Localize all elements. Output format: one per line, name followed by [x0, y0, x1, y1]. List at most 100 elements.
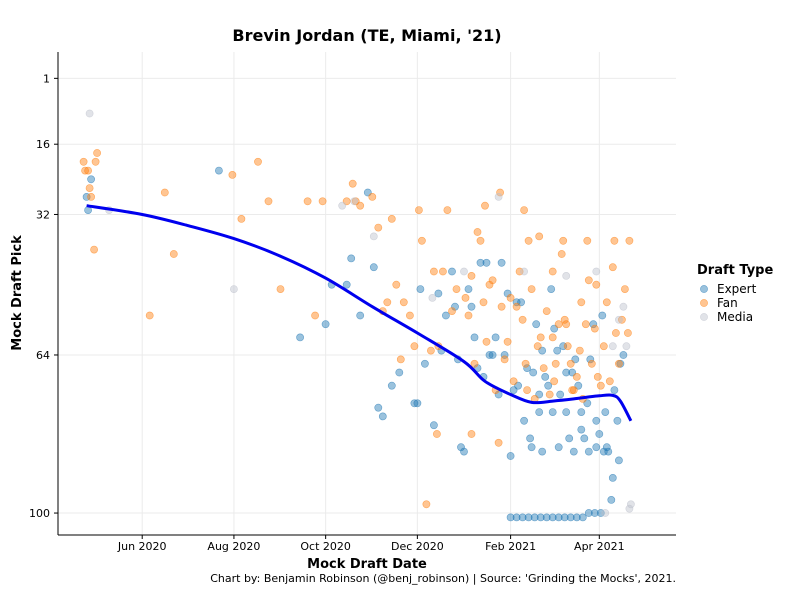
point-fan	[91, 157, 100, 166]
point-expert	[560, 513, 569, 522]
point-expert	[619, 351, 628, 359]
point-expert	[602, 443, 611, 452]
point-expert	[544, 381, 553, 390]
point-expert	[470, 333, 479, 342]
point-expert	[584, 509, 593, 517]
point-fan	[87, 192, 95, 201]
point-media	[229, 285, 238, 293]
point-expert	[592, 443, 601, 452]
y-tick-label: 16	[36, 138, 50, 151]
point-expert	[532, 320, 541, 329]
grid	[58, 52, 676, 535]
point-fan	[79, 157, 88, 166]
point-fan	[599, 342, 608, 351]
point-fan	[542, 307, 551, 315]
point-expert	[578, 513, 587, 522]
point-expert	[589, 320, 598, 329]
point-media	[625, 504, 634, 513]
point-expert	[410, 399, 419, 408]
point-fan	[443, 206, 452, 214]
point-expert	[491, 333, 500, 342]
chart-title: Brevin Jordan (TE, Miami, '21)	[232, 26, 501, 45]
point-fan	[624, 329, 632, 337]
point-media	[608, 342, 617, 351]
point-fan	[396, 355, 405, 364]
x-tick-label: Feb 2021	[485, 540, 536, 553]
trend-line	[86, 204, 633, 422]
point-fan	[590, 324, 599, 333]
point-fan	[496, 188, 504, 197]
point-fan	[625, 236, 634, 245]
legend-label-media: Media	[717, 310, 753, 324]
point-expert	[577, 408, 586, 416]
point-expert	[559, 342, 568, 351]
point-fan	[254, 157, 262, 166]
legend-label-fan: Fan	[717, 296, 738, 310]
point-expert	[524, 513, 533, 522]
point-fan	[318, 197, 327, 206]
point-fan	[572, 372, 581, 381]
point-expert	[413, 399, 422, 408]
point-fan	[557, 250, 566, 258]
point-fan	[566, 359, 575, 368]
legend-key-fan	[700, 299, 708, 307]
point-expert	[494, 390, 503, 399]
point-fan	[593, 372, 602, 381]
point-fan	[551, 359, 560, 368]
point-expert	[369, 263, 378, 272]
point-fan	[276, 285, 285, 293]
point-fan	[438, 267, 447, 276]
x-tick-label: Oct 2020	[300, 540, 351, 553]
point-expert	[476, 258, 485, 267]
point-fan	[303, 197, 312, 206]
point-fan	[562, 320, 571, 329]
point-media	[619, 302, 628, 311]
point-expert	[356, 311, 365, 320]
point-fan	[432, 430, 441, 438]
point-fan	[429, 267, 438, 276]
points-layer	[79, 109, 635, 522]
point-expert	[342, 280, 351, 289]
point-fan	[548, 267, 557, 276]
point-fan	[392, 280, 401, 289]
point-fan	[348, 179, 357, 188]
point-expert	[598, 311, 607, 320]
point-expert	[595, 430, 604, 438]
point-fan	[374, 223, 383, 232]
point-expert	[569, 447, 578, 456]
point-fan	[500, 355, 509, 364]
point-expert	[82, 192, 91, 201]
point-fan	[608, 263, 617, 272]
point-fan	[512, 302, 521, 311]
point-expert	[613, 416, 622, 425]
point-fan	[621, 285, 629, 293]
point-expert	[572, 513, 581, 522]
point-fan	[311, 311, 319, 320]
y-tick-label: 32	[36, 208, 50, 221]
point-expert	[547, 285, 556, 293]
point-expert	[590, 509, 599, 517]
point-fan	[563, 342, 572, 351]
point-expert	[506, 452, 515, 460]
point-expert	[577, 425, 586, 434]
y-axis-title: Mock Draft Pick	[10, 235, 25, 351]
point-fan	[383, 298, 392, 307]
point-fan	[592, 280, 601, 289]
point-fan	[618, 315, 626, 324]
point-media	[592, 267, 601, 276]
point-fan	[559, 236, 568, 245]
point-media	[622, 342, 631, 351]
point-expert	[592, 416, 601, 425]
point-expert	[556, 390, 565, 399]
y-tick-label: 1	[43, 72, 50, 85]
point-fan	[160, 188, 169, 197]
point-expert	[512, 298, 521, 307]
point-media	[627, 500, 635, 509]
point-expert	[457, 443, 465, 452]
point-expert	[434, 289, 443, 298]
point-expert	[420, 359, 429, 368]
point-fan	[509, 377, 518, 386]
point-expert	[554, 513, 563, 522]
point-expert	[610, 386, 619, 394]
